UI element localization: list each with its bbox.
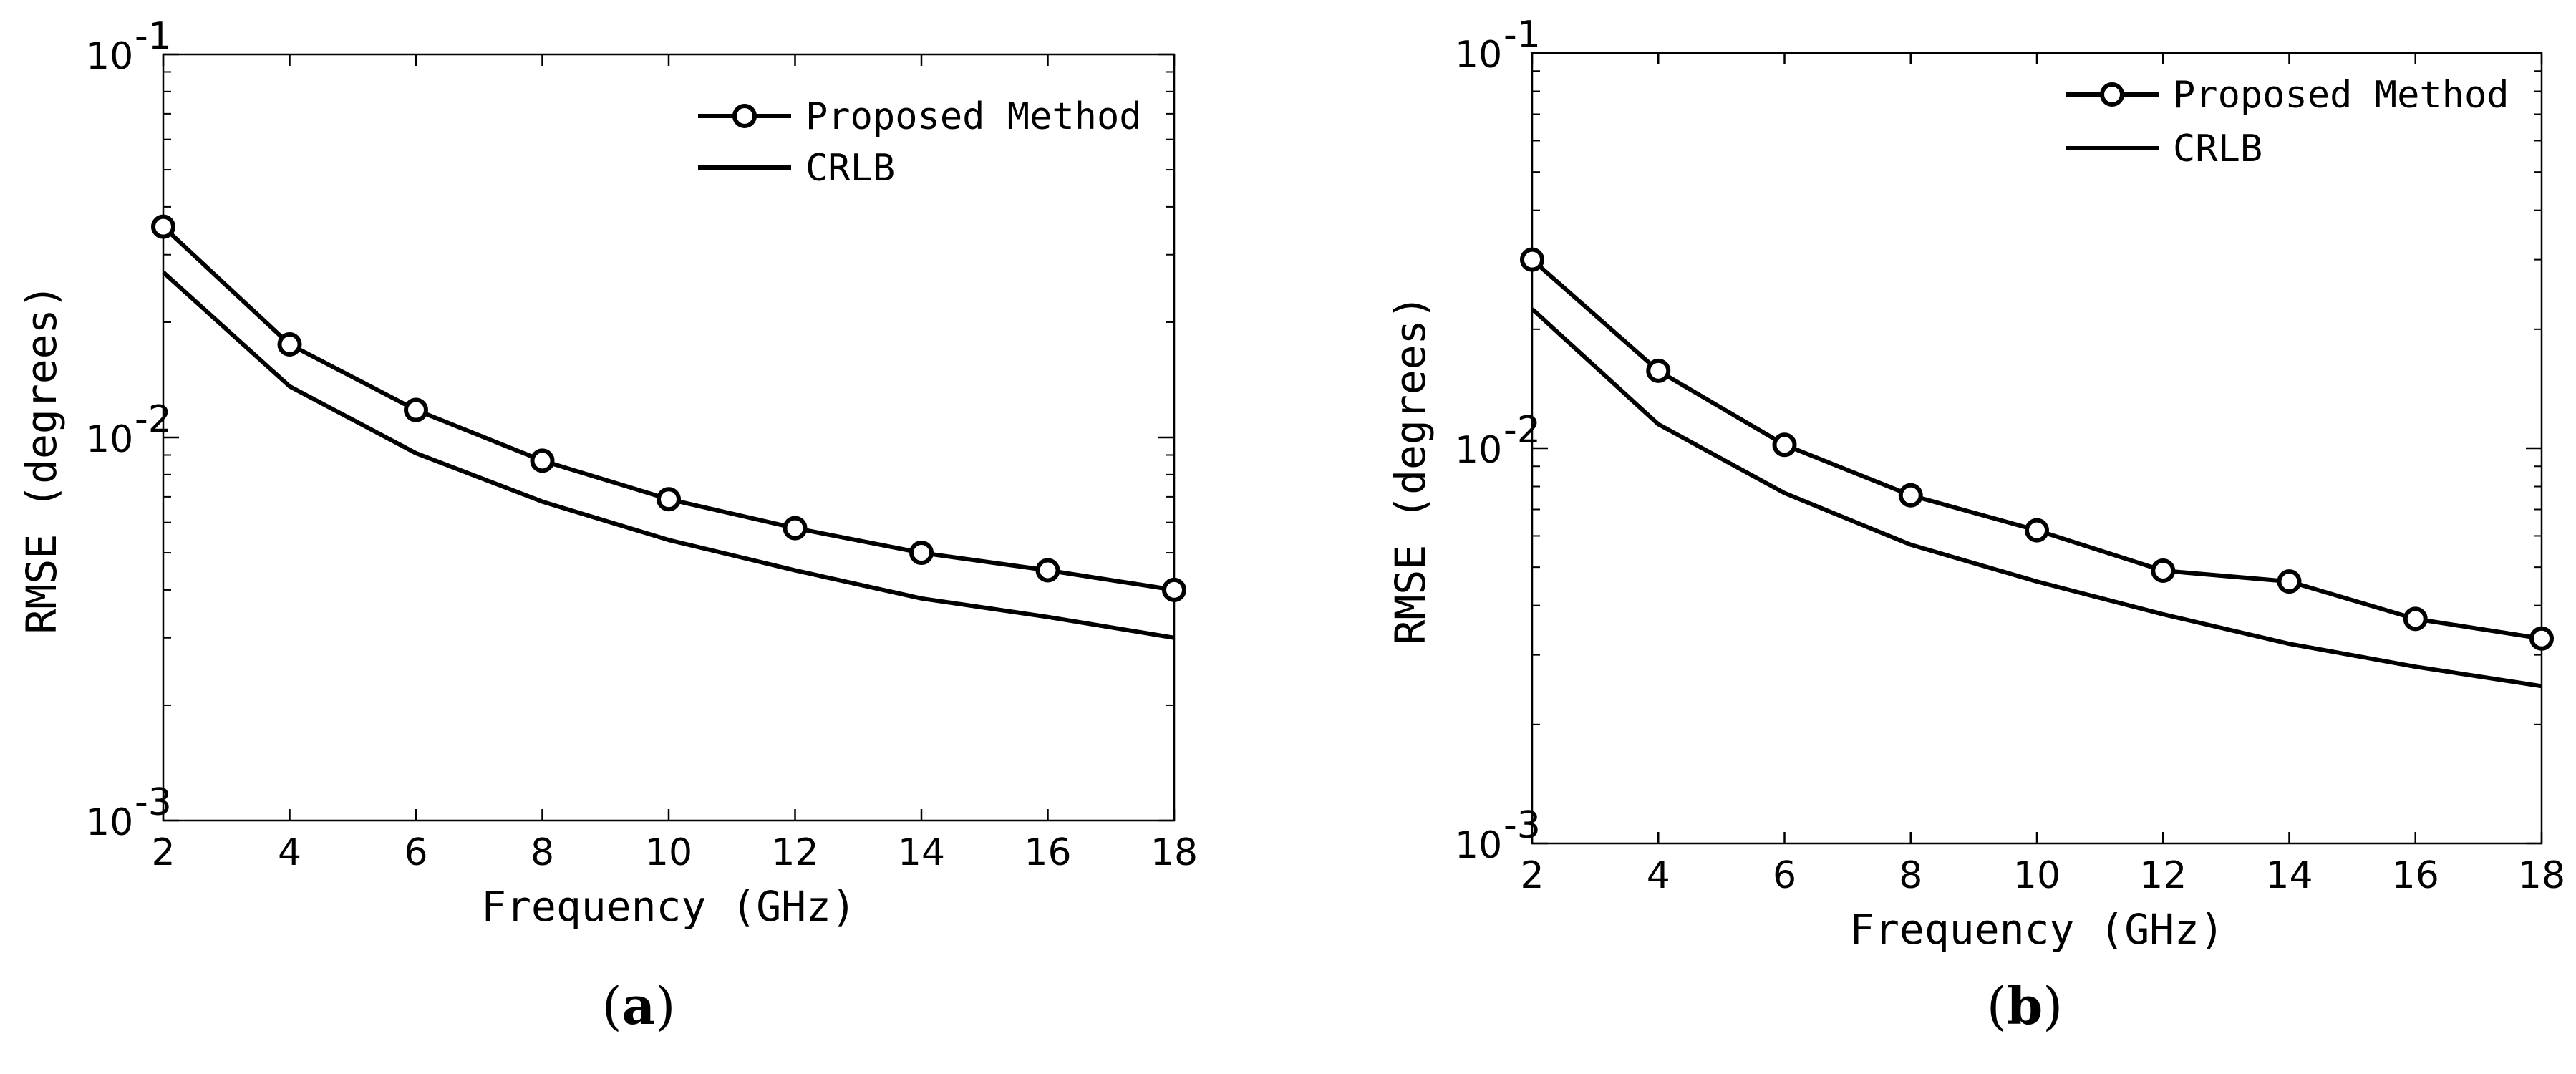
y-tick-exponent: -1 (1504, 14, 1541, 57)
legend-marker (732, 104, 757, 128)
x-tick-label: 4 (1647, 854, 1670, 897)
y-tick-exponent: -3 (135, 781, 172, 824)
series-crlb-line (1530, 307, 2542, 689)
y-tick-label: 10 (86, 801, 133, 844)
y-tick-exponent: -2 (135, 398, 172, 441)
y-tick-exponent: -2 (1504, 409, 1541, 452)
x-tick-label: 14 (898, 831, 945, 874)
caption-letter: b (2007, 975, 2043, 1036)
y-tick-exponent: -3 (1504, 804, 1541, 847)
data-point-proposed-method (2403, 606, 2428, 632)
y-tick-label: 10 (86, 418, 133, 461)
y-tick-label: 10 (1455, 429, 1502, 472)
x-tick-label: 8 (1899, 854, 1922, 897)
data-point-proposed-method (2529, 626, 2554, 651)
legend-label: CRLB (805, 147, 895, 190)
x-axis-title: Frequency (GHz) (481, 882, 856, 931)
caption-paren-close: ) (655, 976, 675, 1036)
data-point-proposed-method (1898, 483, 1923, 508)
data-point-proposed-method (1162, 577, 1186, 602)
data-point-proposed-method (404, 397, 428, 422)
data-point-proposed-method (277, 332, 302, 357)
plot-frame (1531, 52, 2543, 845)
x-tick-label: 16 (1024, 831, 1071, 874)
y-axis-title: RMSE (degrees) (1386, 295, 1435, 645)
legend-marker (2100, 82, 2124, 107)
x-tick-label: 10 (2013, 854, 2061, 897)
x-tick-label: 2 (1520, 854, 1544, 897)
data-point-proposed-method (2277, 569, 2302, 594)
y-tick-label: 10 (1455, 34, 1502, 77)
panel-caption: (b) (1987, 975, 2063, 1036)
x-tick-label: 12 (771, 831, 818, 874)
y-tick-exponent: -1 (135, 15, 172, 58)
data-point-proposed-method (1035, 558, 1060, 583)
panel-caption: (a) (602, 975, 676, 1036)
data-point-proposed-method (2025, 518, 2049, 543)
data-point-proposed-method (2151, 558, 2176, 584)
y-tick-label: 10 (1455, 824, 1502, 867)
x-axis-title: Frequency (GHz) (1849, 905, 2224, 954)
series-proposed-method-line (161, 225, 1175, 592)
legend-label: CRLB (2173, 127, 2262, 170)
legend-label: Proposed Method (2173, 74, 2509, 117)
x-tick-label: 4 (278, 831, 301, 874)
x-tick-label: 16 (2392, 854, 2439, 897)
x-tick-label: 6 (1773, 854, 1796, 897)
data-point-proposed-method (909, 541, 934, 566)
data-point-proposed-method (783, 516, 808, 541)
data-point-proposed-method (151, 214, 175, 239)
data-point-proposed-method (1772, 432, 1797, 458)
data-point-proposed-method (1646, 358, 1671, 383)
data-point-proposed-method (530, 448, 555, 473)
plot-frame (162, 53, 1176, 822)
x-tick-label: 10 (645, 831, 692, 874)
data-point-proposed-method (1520, 247, 1544, 272)
data-point-proposed-method (657, 487, 681, 512)
x-tick-label: 6 (404, 831, 427, 874)
x-tick-label: 8 (531, 831, 554, 874)
y-tick-label: 10 (86, 35, 133, 78)
x-tick-label: 18 (2518, 854, 2565, 897)
legend-label: Proposed Method (805, 95, 1142, 138)
x-tick-label: 2 (151, 831, 175, 874)
series-crlb-line (161, 270, 1175, 640)
caption-paren-open: ( (602, 976, 622, 1036)
x-tick-label: 14 (2265, 854, 2313, 897)
caption-paren-close: ) (2043, 976, 2063, 1036)
x-tick-label: 18 (1151, 831, 1198, 874)
y-axis-title: RMSE (degrees) (17, 284, 66, 634)
caption-letter: a (622, 975, 656, 1036)
x-tick-label: 12 (2139, 854, 2187, 897)
caption-paren-open: ( (1987, 976, 2007, 1036)
